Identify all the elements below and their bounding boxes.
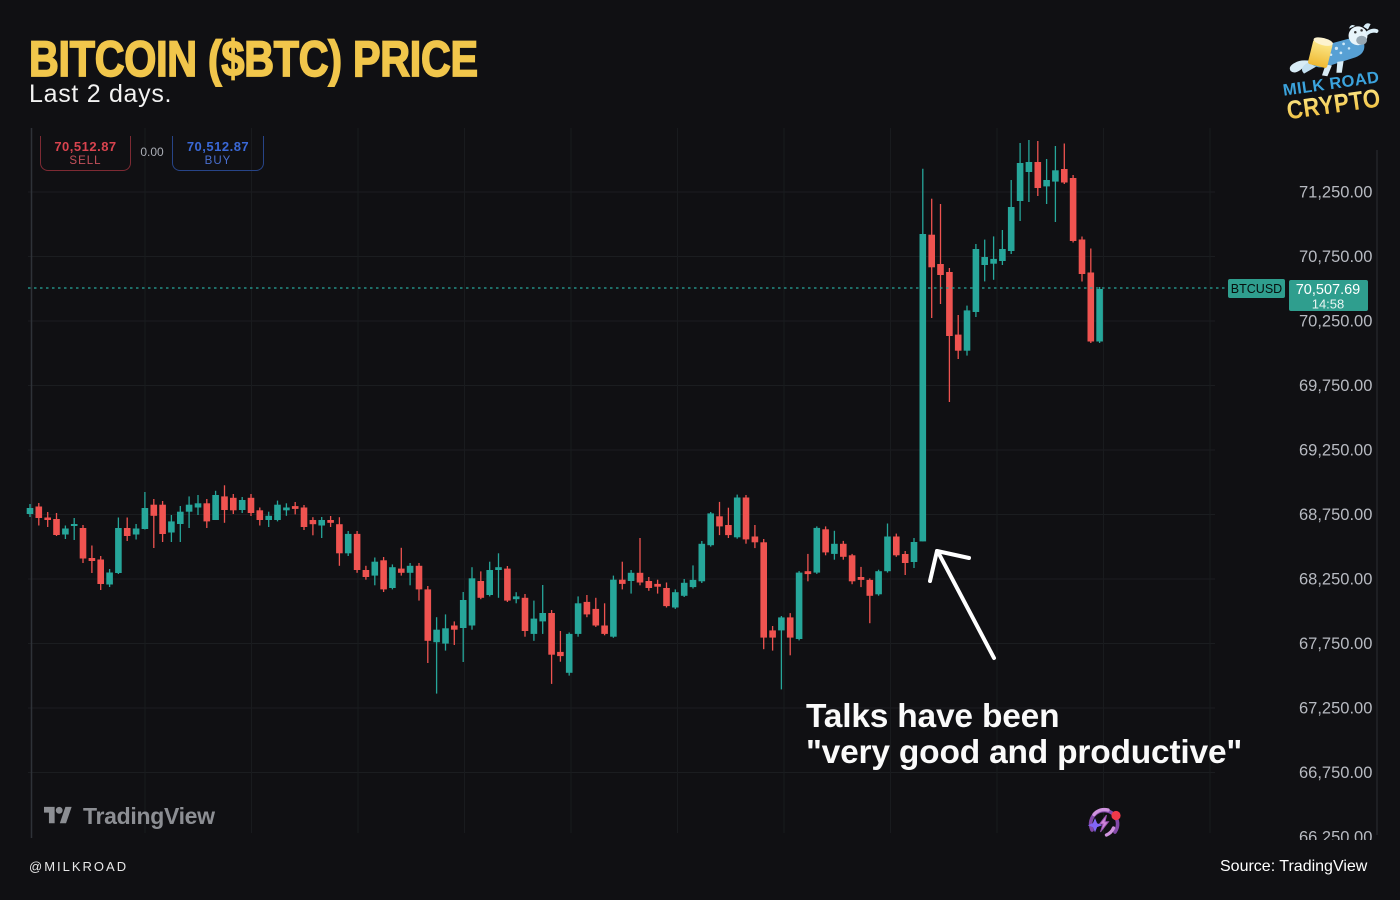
svg-text:BTCUSD: BTCUSD — [1231, 282, 1282, 296]
svg-text:67,750.00: 67,750.00 — [1299, 635, 1372, 653]
svg-text:68,250.00: 68,250.00 — [1299, 571, 1372, 589]
svg-text:70,250.00: 70,250.00 — [1299, 313, 1372, 331]
svg-text:66,750.00: 66,750.00 — [1299, 764, 1372, 782]
svg-text:14:58: 14:58 — [1312, 297, 1345, 312]
svg-text:69,750.00: 69,750.00 — [1299, 377, 1372, 395]
svg-text:68,750.00: 68,750.00 — [1299, 506, 1372, 524]
svg-text:70,507.69: 70,507.69 — [1296, 282, 1361, 298]
svg-text:TradingView: TradingView — [83, 803, 215, 829]
svg-text:70,750.00: 70,750.00 — [1299, 248, 1372, 266]
svg-text:71,250.00: 71,250.00 — [1299, 184, 1372, 202]
svg-text:67,250.00: 67,250.00 — [1299, 700, 1372, 718]
svg-text:69,250.00: 69,250.00 — [1299, 442, 1372, 460]
